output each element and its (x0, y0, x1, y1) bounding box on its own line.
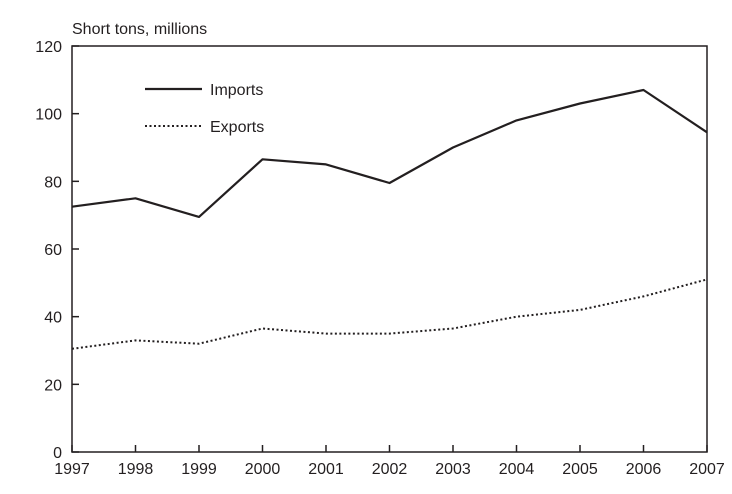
x-tick-label: 2003 (435, 461, 471, 478)
x-tick-label: 2000 (245, 461, 281, 478)
x-tick-label: 2005 (562, 461, 598, 478)
y-tick-label: 20 (44, 377, 62, 394)
x-tick-label: 2006 (626, 461, 662, 478)
x-tick-label: 1998 (118, 461, 154, 478)
plot-frame (71, 45, 708, 453)
legend-label-imports: Imports (210, 82, 263, 99)
x-tick-label: 1997 (54, 461, 90, 478)
y-tick-label: 40 (44, 310, 62, 327)
y-axis-unit-label: Short tons, millions (72, 21, 207, 38)
y-tick-label: 100 (35, 107, 62, 124)
legend: Imports Exports (145, 82, 264, 136)
x-tick-label: 2004 (499, 461, 535, 478)
x-tick-label: 2002 (372, 461, 408, 478)
series-line-imports (71, 88, 708, 218)
y-tick-label: 120 (35, 39, 62, 56)
legend-label-exports: Exports (210, 119, 264, 136)
series-line-exports (71, 278, 708, 350)
y-tick-label: 0 (53, 445, 62, 462)
x-tick-label: 2001 (308, 461, 344, 478)
y-tick-label: 80 (44, 174, 62, 191)
ticks: 0 20 40 60 80 100 120 1997 1998 1999 2000 2001 2002 2… (35, 39, 725, 478)
x-tick-label: 1999 (181, 461, 217, 478)
series-group (71, 88, 708, 350)
y-tick-label: 60 (44, 242, 62, 259)
axes (71, 45, 708, 453)
x-tick-label: 2007 (689, 461, 725, 478)
